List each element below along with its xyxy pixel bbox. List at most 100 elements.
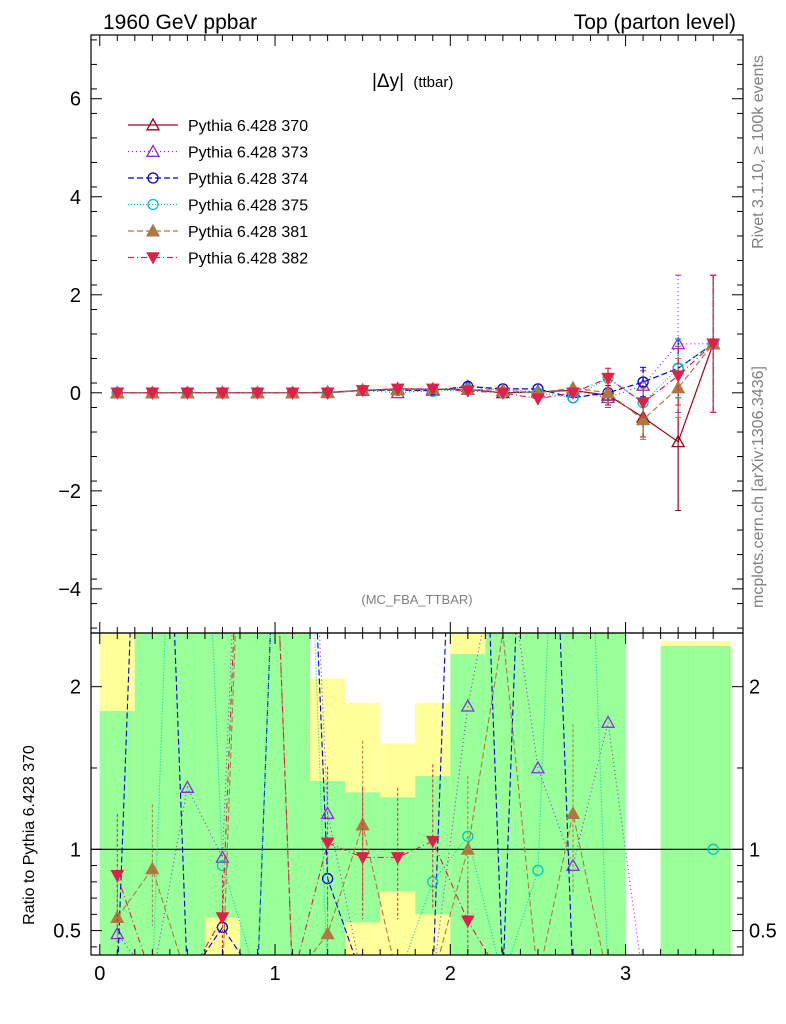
data-point <box>671 370 686 383</box>
ratio-point <box>425 835 440 849</box>
ratio-band-green <box>555 633 591 955</box>
x-tick-label: 1 <box>269 963 280 985</box>
ratio-point <box>600 715 616 728</box>
ratio-band-green <box>660 646 696 955</box>
data-point <box>601 372 615 386</box>
y-tick-label: 0 <box>70 383 81 405</box>
legend: Pythia 6.428 370 Pythia 6.428 373 Pythia 6… <box>128 117 308 268</box>
legend-marker <box>145 223 161 237</box>
data-point <box>531 393 545 406</box>
legend-marker <box>146 252 160 265</box>
header-energy-label: 1960 GeV ppbar <box>103 11 257 34</box>
series-3 <box>111 274 719 413</box>
legend-entry: Pythia 6.428 381 <box>128 223 308 241</box>
data-point <box>636 397 650 410</box>
ratio-band-green <box>275 633 311 955</box>
series-5 <box>110 274 721 440</box>
x-tick-label: 3 <box>620 963 631 985</box>
legend-marker <box>145 144 161 157</box>
ratio-y-tick-label: 2 <box>70 677 81 699</box>
main-panel-axes: −4 −2 0 2 4 6 <box>58 35 743 633</box>
series-4 <box>111 274 719 418</box>
data-point <box>285 387 300 400</box>
ratio-band-green <box>239 633 276 955</box>
legend-label: Pythia 6.428 375 <box>188 198 308 215</box>
series-line <box>117 343 714 421</box>
ratio-uncertainty-bands <box>99 633 731 955</box>
chart-title-main: |Δy| <box>372 71 404 92</box>
legend-entry: Pythia 6.428 370 <box>128 117 308 135</box>
ratio-band-green <box>450 654 486 955</box>
ratio-point <box>565 806 581 819</box>
ratio-band-green <box>204 633 240 918</box>
series-line <box>117 343 714 404</box>
legend-label: Pythia 6.428 370 <box>188 118 308 135</box>
ratio-band-green <box>590 633 626 955</box>
ratio-point <box>215 912 230 925</box>
data-point <box>460 385 475 398</box>
ratio-y-tick-label: 1 <box>70 839 81 861</box>
ratio-point <box>110 870 125 883</box>
ratio-band-green <box>520 633 556 955</box>
legend-entry: Pythia 6.428 375 <box>128 198 308 215</box>
mcplots-reference-label: mcplots.cern.ch [arXiv:1306.3436] <box>750 366 767 608</box>
data-point <box>355 385 370 398</box>
ratio-line <box>116 633 641 955</box>
chart-title-sub: (ttbar) <box>413 74 453 91</box>
data-point <box>566 387 580 400</box>
chart-title: |Δy| (ttbar) <box>372 71 453 92</box>
ratio-panel-axes: 0 1 2 3 0.5 0.5 1 1 2 2 <box>53 633 777 985</box>
legend-label: Pythia 6.428 382 <box>188 251 308 268</box>
data-point <box>320 387 335 400</box>
ratio-y-tick-label-right: 0.5 <box>749 921 777 943</box>
x-tick-label: 0 <box>94 963 105 985</box>
ratio-panel-frame <box>90 632 744 956</box>
ratio-point <box>320 837 335 850</box>
data-point <box>600 385 616 399</box>
data-point <box>635 412 651 426</box>
data-point <box>180 387 195 400</box>
data-point <box>637 376 649 388</box>
data-point <box>110 387 125 400</box>
data-point <box>250 387 265 400</box>
legend-entry: Pythia 6.428 382 <box>128 251 308 268</box>
ratio-y-tick-label-right: 1 <box>749 839 760 861</box>
y-tick-label: −2 <box>58 481 81 503</box>
data-point <box>706 338 721 351</box>
ratio-band-green <box>485 633 521 955</box>
ratio-point <box>320 926 335 940</box>
legend-marker <box>145 117 161 131</box>
legend-label: Pythia 6.428 381 <box>188 224 308 241</box>
ratio-band-green <box>169 633 205 955</box>
legend-label: Pythia 6.428 374 <box>188 171 308 188</box>
series-line <box>117 343 714 404</box>
ratio-series-5 <box>110 633 489 955</box>
ratio-point <box>215 850 230 863</box>
data-point <box>390 383 405 396</box>
legend-entry: Pythia 6.428 374 <box>128 171 308 188</box>
legend-marker <box>147 198 159 211</box>
y-tick-label: 2 <box>70 285 81 307</box>
ratio-point <box>707 843 719 855</box>
ratio-point <box>390 852 405 865</box>
ratio-y-tick-label-right: 2 <box>749 677 760 699</box>
ratio-point <box>460 841 475 855</box>
data-point <box>145 387 160 400</box>
series-2 <box>110 274 721 413</box>
analysis-label: (MC_FBA_TTBAR) <box>361 592 472 607</box>
ratio-point <box>216 859 229 872</box>
ratio-y-tick-label: 0.5 <box>53 921 81 943</box>
header-process-label: Top (parton level) <box>574 11 736 34</box>
ratio-y-axis-label: Ratio to Pythia 6.428 370 <box>21 745 38 925</box>
ratio-point <box>532 864 544 877</box>
ratio-point <box>180 780 195 793</box>
y-tick-label: 6 <box>70 89 81 111</box>
ratio-point <box>355 852 370 865</box>
main-panel-data <box>110 274 721 511</box>
rivet-version-label: Rivet 3.1.10, ≥ 100k events <box>750 55 767 249</box>
ratio-point <box>110 910 125 924</box>
ratio-point <box>145 861 160 875</box>
x-tick-label: 2 <box>445 963 456 985</box>
y-tick-label: −4 <box>58 579 81 601</box>
